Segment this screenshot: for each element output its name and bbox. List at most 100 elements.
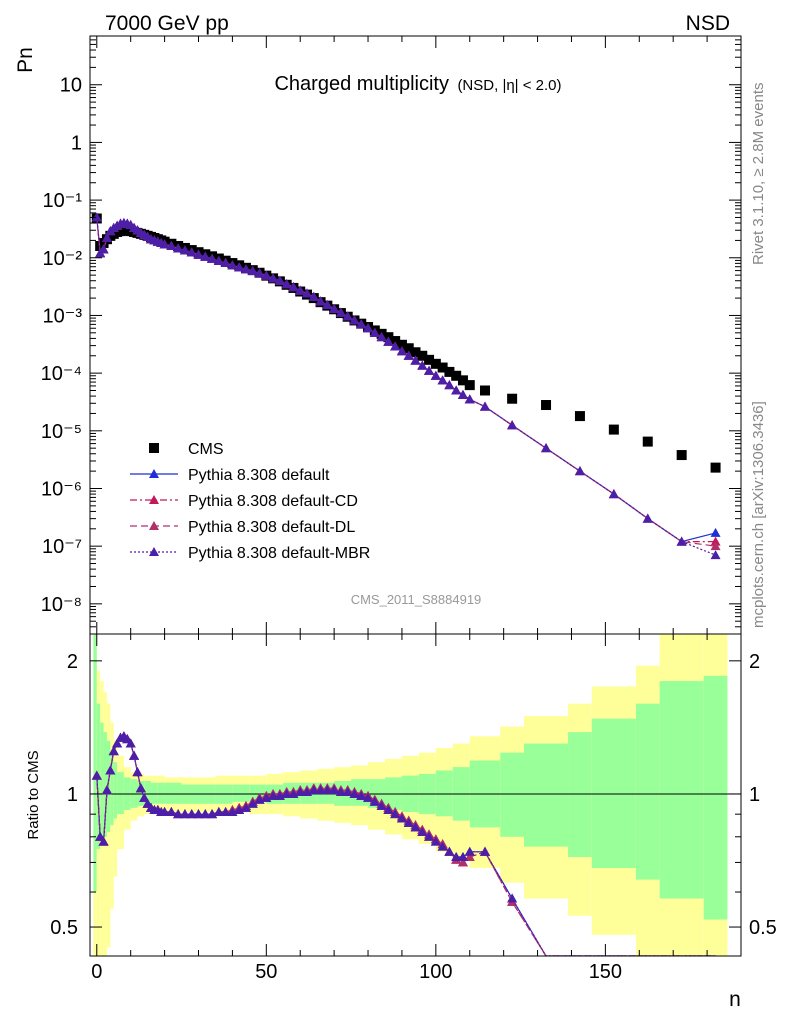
- legend-swatch-marker: [149, 495, 159, 504]
- cms-point: [444, 366, 455, 377]
- ratio-point: [437, 841, 448, 851]
- ratio-point: [444, 846, 455, 856]
- ratio-point: [329, 785, 340, 795]
- ratio-y-tick-label-left: 2: [67, 651, 78, 673]
- ratio-point: [342, 787, 353, 797]
- cms-point: [710, 462, 721, 473]
- series-point: [166, 241, 177, 251]
- side-label-lower: mcplots.cern.ch [arXiv:1306.3436]: [750, 401, 767, 628]
- ratio-point: [98, 836, 109, 846]
- series-point: [642, 513, 653, 523]
- x-tick-label: 100: [419, 961, 452, 983]
- plot-title: Charged multiplicity (NSD, |η| < 2.0): [274, 73, 561, 95]
- series-point: [268, 273, 279, 283]
- cms-point: [410, 347, 421, 358]
- ratio-point: [480, 846, 491, 856]
- ratio-point: [457, 852, 468, 862]
- series-point: [457, 389, 468, 399]
- ratio-band-inner: [100, 722, 104, 842]
- series-point: [274, 275, 285, 285]
- legend-label: Pythia 8.308 default: [188, 467, 330, 484]
- series-point: [173, 243, 184, 253]
- ratio-point: [139, 792, 150, 802]
- ratio-point: [91, 770, 102, 780]
- y-tick-label: 10⁻⁸: [41, 594, 82, 616]
- legend-label: Pythia 8.308 default-MBR: [188, 545, 370, 562]
- axes-frames: [89, 35, 742, 957]
- series-point: [213, 255, 224, 265]
- ratio-point: [101, 785, 112, 795]
- series-point: [574, 466, 585, 476]
- cms-point: [424, 354, 435, 365]
- series-point: [91, 212, 102, 222]
- header-right-label: NSD: [686, 12, 730, 35]
- series-point: [396, 346, 407, 356]
- x-tick-label: 0: [91, 961, 102, 983]
- ratio-point: [166, 807, 177, 817]
- series-point: [254, 268, 265, 278]
- ratio-band-inner: [103, 732, 107, 837]
- ratio-y-tick-label-right: 1: [749, 784, 760, 806]
- ratio-point: [356, 790, 367, 800]
- cms-point: [507, 393, 518, 404]
- ratio-point: [383, 804, 394, 814]
- series-point: [383, 336, 394, 346]
- ratio-band-inner: [106, 740, 111, 833]
- cms-point: [437, 362, 448, 373]
- ratio-point: [295, 787, 306, 797]
- ratio-band-inner: [93, 634, 97, 893]
- series-point: [464, 394, 475, 404]
- ratio-y-tick-label-left: 1: [67, 784, 78, 806]
- ratio-point: [417, 827, 428, 837]
- series-point: [159, 239, 170, 249]
- ratio-point: [105, 765, 116, 775]
- ratio-point: [135, 783, 146, 793]
- x-tick-label: 150: [589, 961, 622, 983]
- cms-point: [480, 385, 491, 396]
- series-point: [186, 247, 197, 257]
- cms-point: [541, 400, 552, 411]
- series-point: [410, 355, 421, 365]
- ratio-point: [200, 809, 211, 819]
- cms-point: [403, 343, 414, 354]
- ratio-point: [315, 785, 326, 795]
- legend-label: CMS: [188, 441, 224, 458]
- series-point: [390, 341, 401, 351]
- cms-point: [396, 339, 407, 350]
- ratio-point: [281, 788, 292, 798]
- ratio-point: [430, 836, 441, 846]
- cms-point: [417, 350, 428, 361]
- ratio-band-inner: [151, 782, 158, 804]
- series-point: [451, 385, 462, 395]
- series-point: [207, 253, 218, 263]
- series-point: [369, 327, 380, 337]
- series-point: [417, 360, 428, 370]
- ratio-y-tick-label-left: 0.5: [50, 917, 78, 939]
- x-tick-label: 50: [255, 961, 277, 983]
- ratio-band-inner: [157, 782, 165, 804]
- ratio-band-inner: [703, 675, 728, 920]
- ratio-point: [179, 809, 190, 819]
- series-point: [308, 291, 319, 301]
- ratio-band-inner: [232, 784, 250, 802]
- ratio-point: [376, 800, 387, 810]
- ratio-y-tick-label-right: 2: [749, 651, 760, 673]
- axis-labels: 10⁻⁸ 10⁻⁷ 10⁻⁶ 10⁻⁵ 10⁻⁴ 10⁻³ 10⁻² 10⁻¹ 1 10 Pn 0 50…: [14, 47, 777, 1011]
- series-point: [376, 332, 387, 342]
- series-point: [430, 370, 441, 380]
- ratio-band-inner: [659, 681, 704, 899]
- series-point: [315, 296, 326, 306]
- ratio-band-inner: [568, 732, 592, 858]
- ratio-point: [173, 809, 184, 819]
- ratio-point: [112, 738, 123, 748]
- series-point: [356, 319, 367, 329]
- series-point: [710, 527, 721, 537]
- legend-swatch-marker: [149, 469, 159, 478]
- ratio-point: [335, 787, 346, 797]
- series-point: [335, 307, 346, 317]
- series-point: [507, 420, 518, 430]
- ratio-y-axis-label: Ratio to CMS: [25, 750, 42, 839]
- ratio-point: [247, 798, 258, 808]
- ratio-point: [159, 807, 170, 817]
- ratio-uncertainty-bands: [93, 634, 728, 956]
